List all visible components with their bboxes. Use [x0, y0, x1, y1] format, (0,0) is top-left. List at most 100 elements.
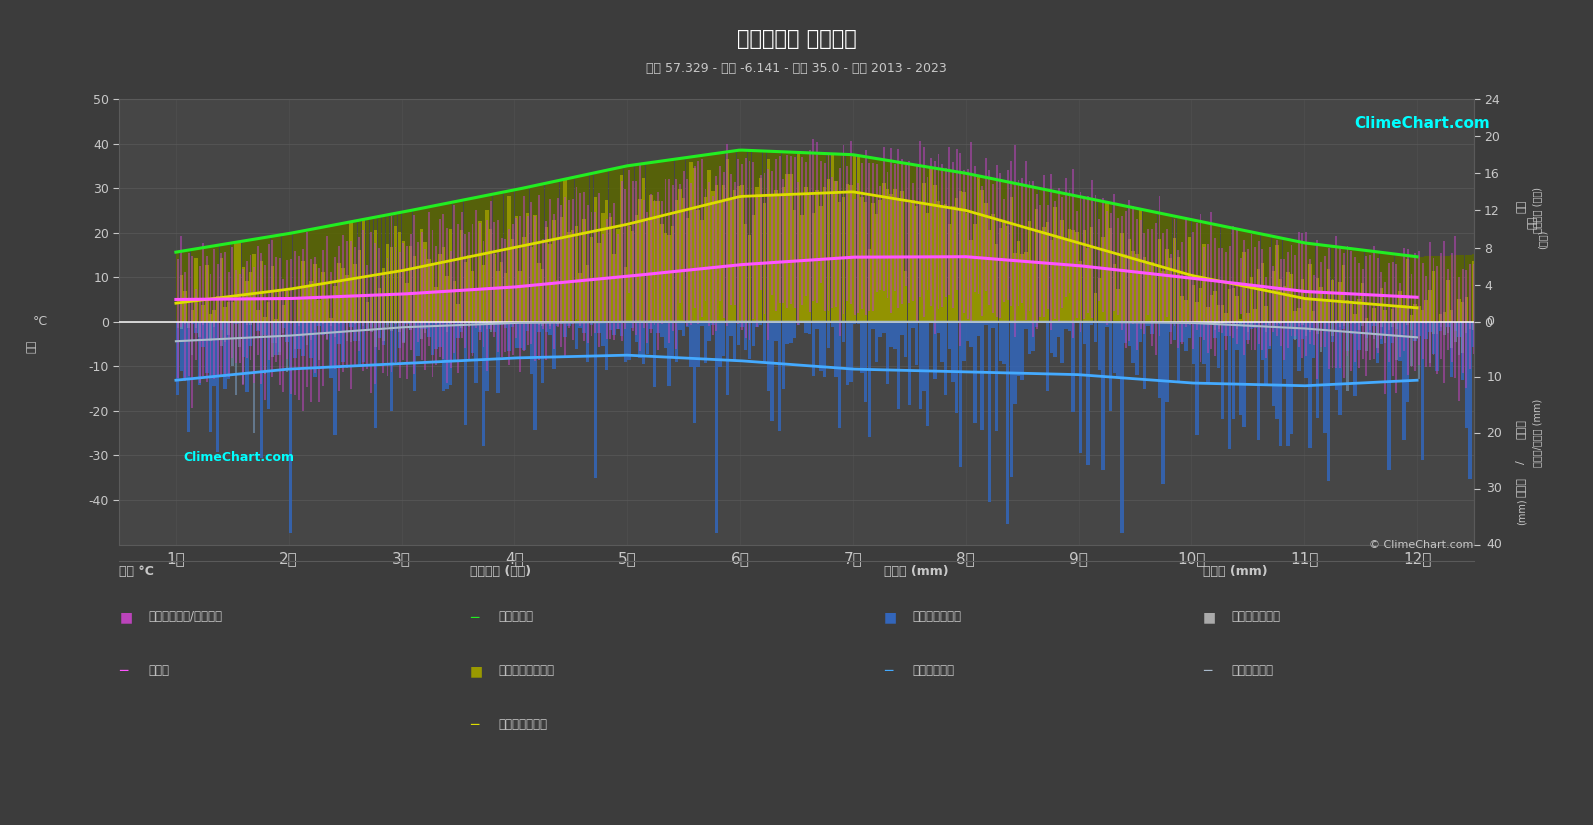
Bar — [277, 289, 282, 322]
Bar — [1024, 252, 1027, 322]
Bar — [362, 322, 365, 326]
Bar — [341, 268, 344, 322]
Bar — [1231, 322, 1235, 418]
Bar — [835, 322, 838, 377]
Bar — [911, 164, 914, 322]
Bar — [1517, 255, 1518, 344]
Bar — [1520, 250, 1521, 376]
Bar — [1131, 322, 1134, 363]
Bar — [1368, 251, 1372, 322]
Bar — [516, 218, 518, 338]
Bar — [693, 167, 696, 322]
Bar — [586, 205, 589, 343]
Bar — [194, 289, 198, 361]
Bar — [256, 246, 258, 355]
Bar — [1217, 322, 1220, 328]
Bar — [335, 322, 336, 337]
Bar — [1094, 293, 1098, 322]
Bar — [636, 181, 637, 336]
Bar — [897, 197, 900, 322]
Bar — [1268, 236, 1271, 322]
Bar — [201, 322, 205, 347]
Bar — [1458, 255, 1461, 322]
Bar — [973, 166, 977, 292]
Bar — [841, 196, 846, 322]
Bar — [430, 322, 435, 355]
Bar — [194, 257, 198, 322]
Bar — [1112, 264, 1117, 322]
Bar — [623, 322, 628, 362]
Bar — [672, 185, 674, 331]
Bar — [1520, 322, 1523, 338]
Bar — [401, 322, 405, 342]
Bar — [1153, 274, 1158, 322]
Bar — [1239, 322, 1243, 323]
Bar — [1319, 322, 1322, 323]
Bar — [871, 322, 875, 328]
Bar — [500, 262, 503, 322]
Bar — [771, 171, 773, 295]
Bar — [819, 205, 822, 322]
Bar — [217, 245, 220, 322]
Bar — [913, 183, 914, 300]
Bar — [1184, 322, 1187, 351]
Bar — [409, 234, 411, 351]
Bar — [478, 221, 481, 322]
Bar — [282, 322, 285, 328]
Bar — [1251, 322, 1254, 328]
Bar — [1002, 223, 1005, 322]
Bar — [1458, 299, 1461, 322]
Bar — [1039, 189, 1042, 322]
Bar — [941, 163, 943, 307]
Bar — [357, 220, 362, 322]
Bar — [908, 161, 910, 303]
Bar — [435, 287, 438, 322]
Bar — [401, 322, 405, 343]
Bar — [876, 164, 878, 292]
Bar — [1117, 322, 1120, 377]
Bar — [245, 262, 249, 358]
Text: 降水量: 降水量 — [1517, 419, 1526, 439]
Bar — [242, 322, 244, 384]
Bar — [1426, 322, 1427, 324]
Bar — [322, 250, 323, 386]
Bar — [271, 236, 274, 322]
Bar — [1231, 229, 1235, 322]
Bar — [245, 322, 249, 392]
Bar — [237, 242, 241, 322]
Bar — [198, 248, 201, 322]
Bar — [472, 271, 475, 322]
Bar — [1164, 322, 1169, 403]
Bar — [973, 224, 977, 322]
Bar — [634, 322, 639, 342]
Bar — [1329, 248, 1330, 369]
Bar — [999, 322, 1002, 361]
Bar — [875, 158, 878, 322]
Bar — [661, 201, 663, 324]
Bar — [747, 322, 752, 359]
Bar — [1402, 322, 1405, 441]
Bar — [1354, 322, 1356, 324]
Bar — [1421, 309, 1424, 322]
Bar — [1451, 322, 1453, 347]
Bar — [279, 258, 280, 385]
Bar — [1098, 278, 1101, 322]
Bar — [1265, 322, 1268, 332]
Bar — [1426, 276, 1427, 366]
Bar — [1260, 234, 1265, 322]
Bar — [749, 162, 750, 340]
Bar — [954, 198, 959, 322]
Bar — [1290, 322, 1294, 434]
Bar — [796, 153, 800, 322]
Bar — [210, 274, 212, 377]
Bar — [914, 165, 918, 322]
Bar — [1279, 322, 1282, 446]
Bar — [537, 185, 540, 322]
Bar — [1418, 322, 1421, 336]
Bar — [1209, 224, 1214, 322]
Bar — [1413, 257, 1416, 322]
Bar — [685, 322, 690, 327]
Bar — [664, 179, 666, 322]
Bar — [1228, 246, 1231, 336]
Bar — [443, 214, 444, 359]
